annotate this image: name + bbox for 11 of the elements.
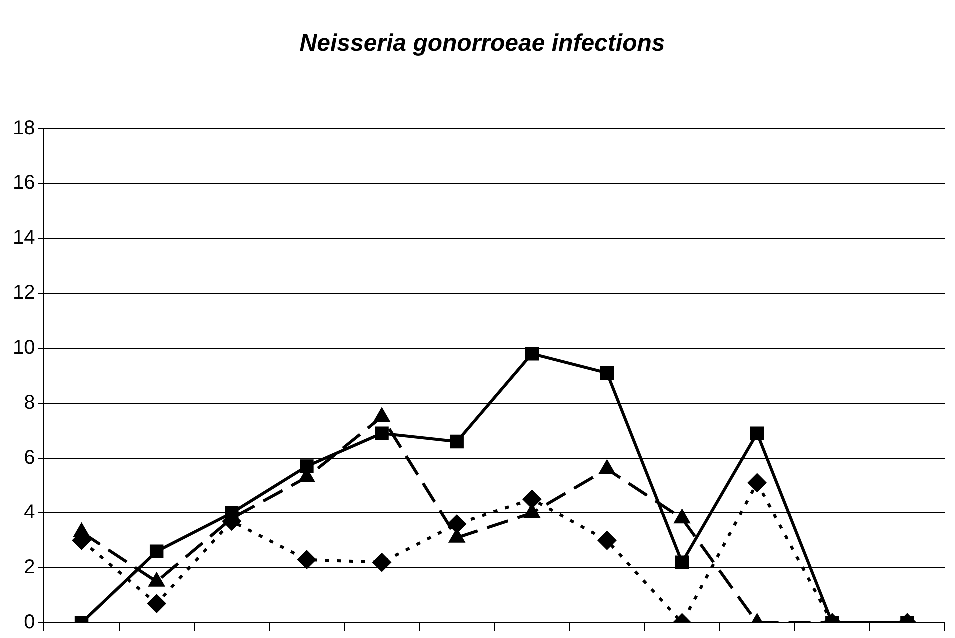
chart-title: Neisseria gonorroeae infections bbox=[300, 30, 666, 58]
y-tick-label: 8 bbox=[24, 392, 36, 414]
y-tick-label: 18 bbox=[12, 117, 36, 140]
y-tick-label: 16 bbox=[12, 172, 36, 194]
y-tick-label: 4 bbox=[24, 502, 36, 524]
y-tick-label: 12 bbox=[12, 282, 36, 304]
y-tick-label: 0 bbox=[24, 612, 36, 634]
y-tick-label: 10 bbox=[12, 336, 36, 359]
y-tick-label: 6 bbox=[24, 446, 36, 469]
y-tick-label: 2 bbox=[24, 556, 36, 579]
y-tick-label: 14 bbox=[12, 227, 36, 250]
